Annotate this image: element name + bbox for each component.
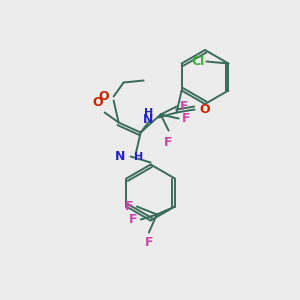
- Text: N: N: [143, 113, 154, 126]
- Text: O: O: [200, 103, 210, 116]
- Text: F: F: [180, 100, 188, 113]
- Text: H: H: [144, 107, 154, 118]
- Text: F: F: [125, 200, 134, 213]
- Text: N: N: [115, 150, 126, 163]
- Text: O: O: [92, 97, 103, 110]
- Text: F: F: [145, 236, 153, 250]
- Text: O: O: [98, 90, 109, 103]
- Text: F: F: [164, 136, 173, 148]
- Text: F: F: [182, 112, 190, 125]
- Text: H: H: [134, 152, 143, 161]
- Text: F: F: [129, 213, 138, 226]
- Text: Cl: Cl: [191, 55, 204, 68]
